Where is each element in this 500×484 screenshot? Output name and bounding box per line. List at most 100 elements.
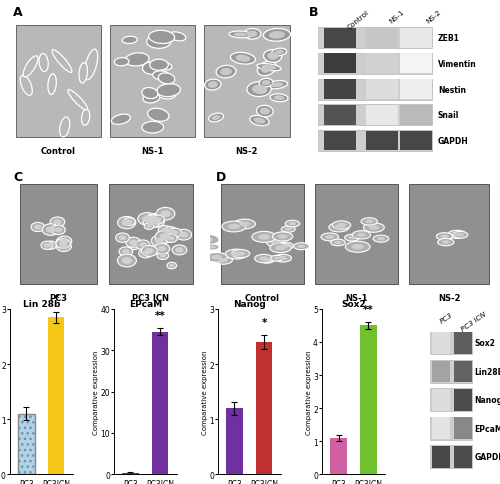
Circle shape	[146, 214, 161, 224]
Circle shape	[195, 235, 219, 246]
Circle shape	[48, 243, 54, 248]
Circle shape	[156, 231, 174, 243]
Text: PC3 ICN: PC3 ICN	[460, 311, 488, 333]
Circle shape	[260, 257, 274, 264]
Circle shape	[154, 218, 162, 222]
Ellipse shape	[247, 83, 272, 97]
Title: Sox2: Sox2	[341, 300, 365, 308]
Y-axis label: Comparative expression: Comparative expression	[306, 349, 312, 434]
Text: Vimentin: Vimentin	[438, 60, 476, 69]
Ellipse shape	[270, 94, 288, 103]
Circle shape	[264, 259, 270, 262]
Bar	[18, 414, 34, 474]
Circle shape	[122, 220, 132, 227]
Ellipse shape	[153, 72, 170, 81]
Bar	[366, 106, 398, 125]
Circle shape	[142, 216, 152, 223]
Ellipse shape	[256, 88, 264, 92]
Circle shape	[298, 245, 306, 248]
Circle shape	[160, 234, 170, 241]
Circle shape	[136, 241, 150, 250]
Ellipse shape	[20, 76, 32, 96]
Text: PC3: PC3	[438, 311, 454, 324]
Bar	[432, 446, 450, 468]
Ellipse shape	[257, 64, 281, 72]
Bar	[204, 26, 290, 137]
Circle shape	[42, 224, 60, 236]
Circle shape	[56, 242, 72, 252]
Bar	[221, 185, 304, 285]
Bar	[454, 333, 472, 354]
Bar	[366, 80, 398, 100]
Ellipse shape	[142, 62, 162, 75]
Ellipse shape	[68, 91, 87, 111]
Circle shape	[54, 220, 62, 225]
Text: GAPDH: GAPDH	[438, 136, 468, 146]
Ellipse shape	[254, 86, 266, 94]
Bar	[400, 80, 432, 100]
Circle shape	[272, 241, 280, 245]
Bar	[454, 418, 472, 439]
Circle shape	[176, 230, 192, 241]
Circle shape	[156, 208, 175, 221]
Bar	[122, 473, 138, 474]
Bar	[110, 26, 196, 137]
Ellipse shape	[244, 30, 261, 40]
Bar	[318, 54, 432, 75]
Circle shape	[143, 217, 160, 228]
Circle shape	[141, 246, 158, 257]
Text: Nestin: Nestin	[438, 85, 466, 94]
Bar	[318, 28, 432, 49]
Circle shape	[456, 234, 464, 237]
Circle shape	[270, 256, 283, 261]
Text: NS-2: NS-2	[236, 147, 258, 156]
Text: D: D	[216, 171, 226, 183]
Text: Snail: Snail	[438, 111, 460, 120]
Ellipse shape	[256, 106, 273, 118]
Bar	[20, 185, 98, 285]
Text: *: *	[54, 294, 59, 304]
Ellipse shape	[262, 81, 270, 86]
Circle shape	[442, 241, 450, 244]
Circle shape	[259, 257, 268, 261]
Circle shape	[160, 211, 170, 218]
Circle shape	[118, 236, 126, 241]
Bar	[316, 185, 398, 285]
Text: C: C	[14, 171, 23, 183]
Circle shape	[231, 252, 242, 257]
Circle shape	[452, 233, 462, 237]
Circle shape	[116, 233, 130, 243]
Circle shape	[352, 231, 370, 240]
Circle shape	[158, 246, 166, 252]
Circle shape	[377, 237, 385, 241]
Circle shape	[169, 264, 174, 268]
Bar	[454, 389, 472, 411]
Ellipse shape	[264, 51, 281, 63]
Circle shape	[155, 238, 164, 244]
Circle shape	[274, 257, 280, 260]
Circle shape	[332, 221, 351, 230]
Ellipse shape	[208, 82, 218, 89]
Circle shape	[277, 242, 293, 250]
Ellipse shape	[60, 118, 70, 138]
Bar	[318, 79, 432, 100]
Circle shape	[59, 242, 67, 247]
Circle shape	[285, 221, 300, 227]
Circle shape	[142, 251, 150, 256]
Text: ZEB1: ZEB1	[438, 34, 460, 43]
Circle shape	[122, 249, 130, 255]
Circle shape	[337, 224, 346, 227]
Bar	[366, 131, 398, 151]
Ellipse shape	[220, 69, 232, 76]
Bar	[432, 333, 450, 354]
Bar	[430, 360, 472, 383]
Circle shape	[34, 225, 42, 230]
Circle shape	[285, 228, 292, 231]
Circle shape	[146, 225, 152, 228]
Circle shape	[168, 228, 181, 238]
Ellipse shape	[216, 66, 236, 79]
Circle shape	[150, 216, 158, 222]
Circle shape	[270, 243, 291, 253]
Circle shape	[326, 236, 334, 240]
Ellipse shape	[157, 85, 180, 97]
